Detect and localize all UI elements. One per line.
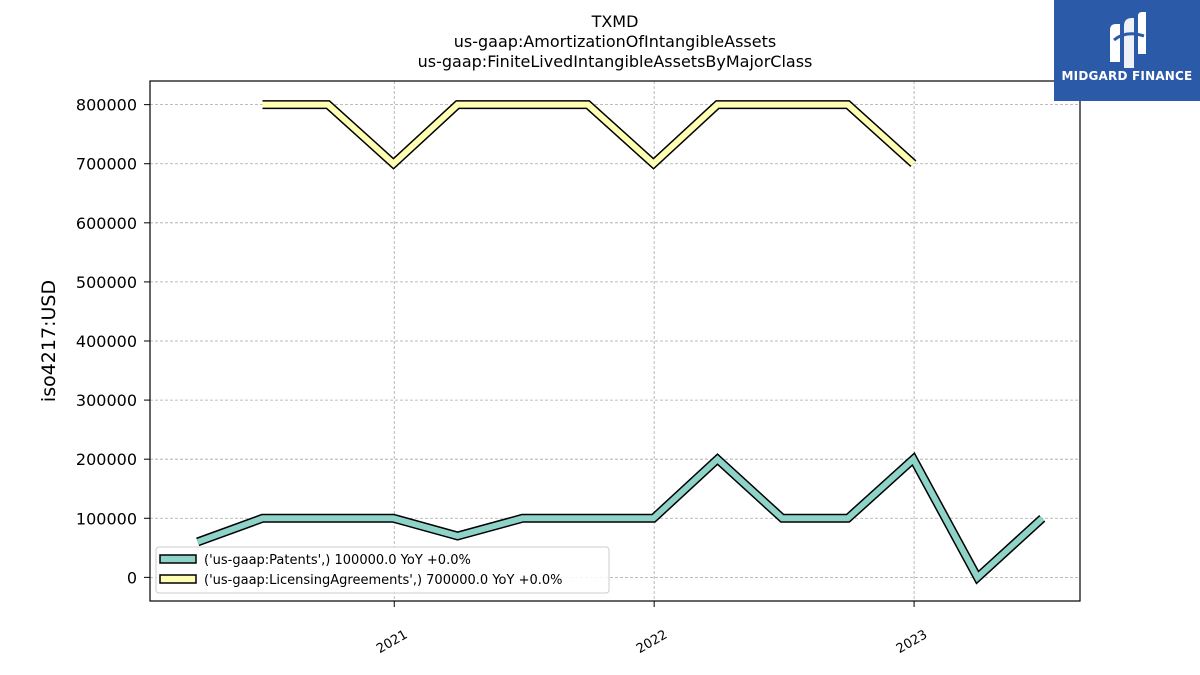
legend: ('us-gaap:Patents',) 100000.0 YoY +0.0% (… bbox=[155, 546, 610, 594]
legend-label: ('us-gaap:LicensingAgreements',) 700000.… bbox=[204, 573, 562, 588]
grid bbox=[150, 81, 1080, 601]
legend-swatch bbox=[159, 574, 197, 584]
x-tick-label: 2023 bbox=[894, 627, 930, 657]
y-tick-label: 400000 bbox=[76, 332, 137, 351]
y-tick-label: 800000 bbox=[76, 96, 137, 115]
legend-swatch bbox=[159, 554, 197, 564]
chart-title-line: TXMD bbox=[591, 12, 639, 31]
series-2 bbox=[262, 100, 917, 170]
series-line bbox=[196, 454, 1045, 583]
x-tick-label: 2022 bbox=[634, 627, 670, 657]
midgard-logo-icon bbox=[1110, 12, 1146, 68]
series-line bbox=[262, 101, 916, 168]
chart-title-line: us-gaap:AmortizationOfIntangibleAssets bbox=[454, 32, 776, 51]
y-tick-label: 300000 bbox=[76, 391, 137, 410]
brand-logo: MIDGARD FINANCE bbox=[1054, 0, 1200, 101]
y-tick-label: 0 bbox=[127, 568, 137, 587]
y-tick-label: 200000 bbox=[76, 450, 137, 469]
y-tick-label: 500000 bbox=[76, 273, 137, 292]
y-tick-label: 600000 bbox=[76, 214, 137, 233]
y-tick-label: 100000 bbox=[76, 509, 137, 528]
x-tick-label: 2021 bbox=[374, 627, 410, 657]
chart-title: TXMDus-gaap:AmortizationOfIntangibleAsse… bbox=[418, 12, 813, 71]
y-tick-label: 700000 bbox=[76, 155, 137, 174]
chart-title-line: us-gaap:FiniteLivedIntangibleAssetsByMaj… bbox=[418, 52, 813, 71]
legend-label: ('us-gaap:Patents',) 100000.0 YoY +0.0% bbox=[204, 553, 471, 568]
brand-name: MIDGARD FINANCE bbox=[1061, 69, 1193, 83]
legend-box bbox=[155, 546, 610, 594]
series-lines bbox=[196, 100, 1046, 585]
y-axis-label: iso4217:USD bbox=[38, 280, 60, 402]
series-1 bbox=[196, 452, 1046, 585]
